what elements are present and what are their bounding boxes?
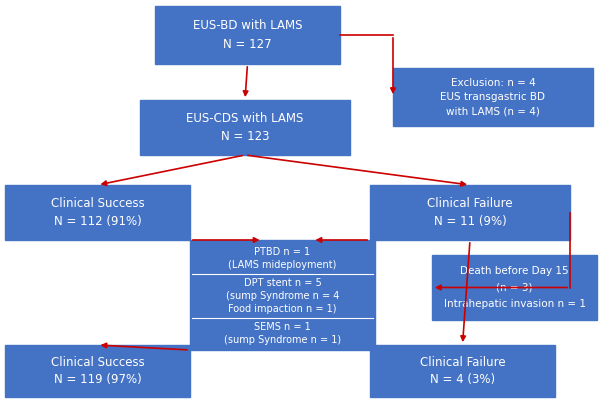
Text: N = 112 (91%): N = 112 (91%) [53,215,141,228]
Text: EUS-CDS with LAMS: EUS-CDS with LAMS [186,112,304,125]
Text: SEMS n = 1: SEMS n = 1 [254,322,311,332]
Text: (LAMS mideployment): (LAMS mideployment) [228,260,337,270]
Text: Food impaction n = 1): Food impaction n = 1) [228,304,337,314]
FancyBboxPatch shape [370,185,570,240]
Text: with LAMS (n = 4): with LAMS (n = 4) [446,107,540,116]
Text: (sump Syndrome n = 4: (sump Syndrome n = 4 [226,291,339,301]
Text: EUS transgastric BD: EUS transgastric BD [441,92,545,102]
Text: (sump Syndrome n = 1): (sump Syndrome n = 1) [224,335,341,345]
FancyBboxPatch shape [140,100,350,155]
Text: (n = 3): (n = 3) [496,282,533,292]
FancyBboxPatch shape [370,345,555,397]
FancyBboxPatch shape [393,68,593,126]
Text: Clinical Failure: Clinical Failure [420,356,505,369]
Text: EUS-BD with LAMS: EUS-BD with LAMS [193,19,302,32]
FancyBboxPatch shape [5,185,190,240]
Text: N = 127: N = 127 [223,38,272,51]
Text: Clinical Success: Clinical Success [51,197,144,210]
Text: Clinical Success: Clinical Success [51,356,144,369]
FancyBboxPatch shape [190,240,375,350]
Text: Death before Day 15: Death before Day 15 [460,266,569,276]
Text: PTBD n = 1: PTBD n = 1 [255,247,310,257]
Text: N = 119 (97%): N = 119 (97%) [53,373,141,386]
FancyBboxPatch shape [155,6,340,64]
Text: DPT stent n = 5: DPT stent n = 5 [244,278,321,288]
Text: N = 4 (3%): N = 4 (3%) [430,373,495,386]
Text: Clinical Failure: Clinical Failure [427,197,513,210]
FancyBboxPatch shape [432,255,597,320]
Text: N = 123: N = 123 [221,130,269,143]
FancyBboxPatch shape [5,345,190,397]
Text: Exclusion: n = 4: Exclusion: n = 4 [451,78,535,88]
Text: N = 11 (9%): N = 11 (9%) [434,215,507,228]
Text: Intrahepatic invasion n = 1: Intrahepatic invasion n = 1 [444,299,585,309]
